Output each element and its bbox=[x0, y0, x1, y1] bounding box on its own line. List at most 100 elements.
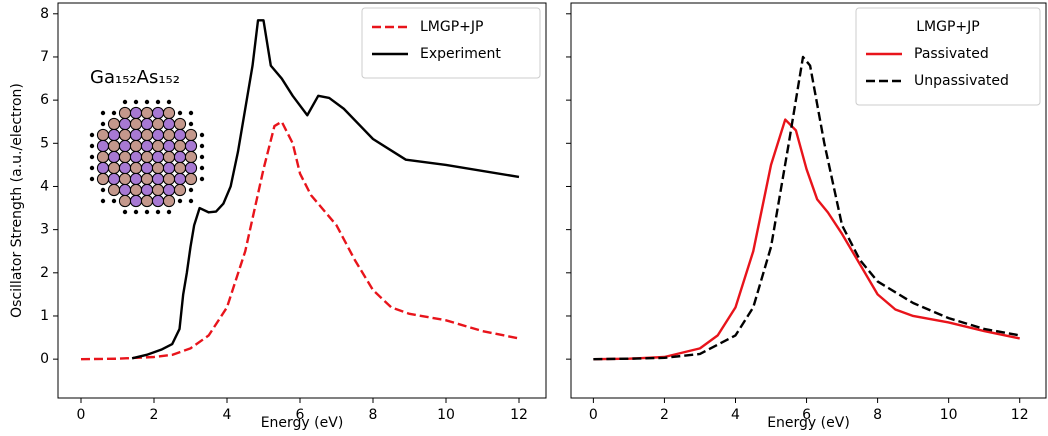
cluster-atom bbox=[96, 172, 110, 186]
x-tick-label: 6 bbox=[296, 407, 305, 423]
cluster-h-atom bbox=[89, 176, 95, 182]
cluster-atom bbox=[129, 139, 143, 153]
cluster-h-atom bbox=[199, 154, 205, 160]
cluster-h-atom bbox=[89, 154, 95, 160]
cluster-atom bbox=[96, 161, 110, 175]
cluster-atom bbox=[118, 172, 132, 186]
y-tick-label: 5 bbox=[40, 135, 49, 151]
axes-frame bbox=[570, 2, 1047, 399]
legend-label: Experiment bbox=[420, 46, 501, 62]
cluster-h-atom bbox=[100, 110, 106, 116]
cluster-atom bbox=[151, 172, 165, 186]
cluster-atom bbox=[118, 183, 132, 197]
cluster-atom bbox=[140, 161, 154, 175]
x-tick-label: 12 bbox=[510, 407, 528, 423]
cluster-h-atom bbox=[133, 209, 139, 215]
y-tick-label: 7 bbox=[40, 49, 49, 65]
cluster-h-atom bbox=[100, 187, 106, 193]
y-tick-label: 4 bbox=[40, 178, 49, 194]
cluster-atom bbox=[184, 128, 198, 142]
cluster-atom bbox=[96, 139, 110, 153]
cluster-h-atom bbox=[111, 110, 117, 116]
cluster-h-atom bbox=[111, 198, 117, 204]
cluster-h-atom bbox=[199, 165, 205, 171]
cluster-atom bbox=[140, 117, 154, 131]
legend-box bbox=[361, 7, 541, 79]
cluster-atom bbox=[151, 161, 165, 175]
cluster-atom bbox=[140, 172, 154, 186]
cluster-atom bbox=[118, 139, 132, 153]
y-tick-label: 0 bbox=[40, 351, 49, 367]
cluster-atom bbox=[140, 139, 154, 153]
cluster-h-atom bbox=[177, 110, 183, 116]
cluster-atom bbox=[151, 117, 165, 131]
cluster-atom bbox=[173, 128, 187, 142]
cluster-atom bbox=[140, 183, 154, 197]
cluster-atom bbox=[184, 161, 198, 175]
cluster-atom bbox=[107, 150, 121, 164]
y-tick-label: 8 bbox=[40, 6, 49, 22]
x-axis-label: Energy (eV) bbox=[767, 415, 850, 431]
cluster-h-atom bbox=[188, 110, 194, 116]
cluster-atom bbox=[162, 172, 176, 186]
cluster-atom bbox=[140, 128, 154, 142]
cluster-h-atom bbox=[199, 176, 205, 182]
cluster-atom bbox=[107, 128, 121, 142]
cluster-atom bbox=[162, 106, 176, 120]
x-tick-label: 8 bbox=[369, 407, 378, 423]
x-tick-label: 6 bbox=[802, 407, 811, 423]
cluster-h-atom bbox=[89, 132, 95, 138]
x-tick-label: 12 bbox=[1011, 407, 1029, 423]
cluster-atom bbox=[173, 139, 187, 153]
y-tick-label: 3 bbox=[40, 222, 49, 238]
cluster-h-atom bbox=[188, 198, 194, 204]
cluster-h-atom bbox=[155, 209, 161, 215]
cluster-atom bbox=[118, 161, 132, 175]
cluster-atom bbox=[151, 194, 165, 208]
cluster-h-atom bbox=[100, 198, 106, 204]
cluster-atom bbox=[129, 106, 143, 120]
cluster-h-atom bbox=[89, 143, 95, 149]
cluster-h-atom bbox=[144, 99, 150, 105]
x-tick-label: 4 bbox=[731, 407, 740, 423]
cluster-atom bbox=[184, 172, 198, 186]
cluster-atom bbox=[162, 150, 176, 164]
cluster-atom bbox=[162, 117, 176, 131]
cluster-h-atom bbox=[100, 121, 106, 127]
cluster-h-atom bbox=[155, 99, 161, 105]
annotation: Ga₁₅₂As₁₅₂ bbox=[90, 67, 180, 88]
cluster-atom bbox=[129, 194, 143, 208]
cluster-atom bbox=[162, 194, 176, 208]
data-line bbox=[80, 120, 520, 361]
cluster-atom bbox=[129, 150, 143, 164]
cluster-atom bbox=[118, 117, 132, 131]
cluster-h-atom bbox=[89, 165, 95, 171]
cluster-atom bbox=[151, 128, 165, 142]
cluster-atom bbox=[173, 183, 187, 197]
cluster-h-atom bbox=[166, 209, 172, 215]
cluster-atom bbox=[129, 161, 143, 175]
cluster-atom bbox=[107, 117, 121, 131]
cluster-h-atom bbox=[144, 209, 150, 215]
x-tick-label: 10 bbox=[437, 407, 455, 423]
x-tick-label: 8 bbox=[873, 407, 882, 423]
cluster-atom bbox=[140, 150, 154, 164]
cluster-atom bbox=[151, 183, 165, 197]
cluster-atom bbox=[129, 183, 143, 197]
cluster-atom bbox=[140, 106, 154, 120]
legend-label: Passivated bbox=[914, 46, 989, 62]
cluster-h-atom bbox=[188, 121, 194, 127]
x-tick-label: 10 bbox=[940, 407, 958, 423]
cluster-atom bbox=[184, 150, 198, 164]
cluster-h-atom bbox=[177, 198, 183, 204]
cluster-atom bbox=[140, 194, 154, 208]
cluster-atom bbox=[129, 172, 143, 186]
cluster-h-atom bbox=[188, 187, 194, 193]
x-tick-label: 0 bbox=[77, 407, 86, 423]
cluster-h-atom bbox=[122, 209, 128, 215]
cluster-h-atom bbox=[199, 132, 205, 138]
cluster-h-atom bbox=[199, 143, 205, 149]
cluster-atom bbox=[96, 150, 110, 164]
y-axis-label: Oscillator Strength (a.u./electron) bbox=[9, 83, 25, 318]
cluster-atom bbox=[118, 150, 132, 164]
